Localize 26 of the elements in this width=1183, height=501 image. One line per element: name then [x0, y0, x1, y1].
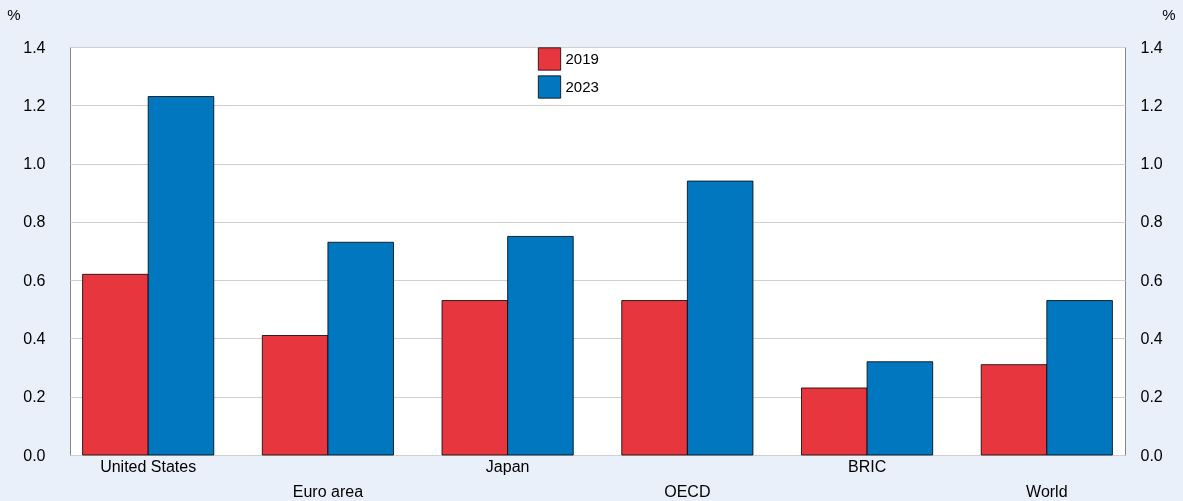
y2-tick-label: 0.2: [1140, 388, 1163, 406]
y2-tick-label: 1.2: [1140, 96, 1163, 114]
x-tick-label: Euro area: [292, 483, 364, 500]
y-tick-label: 0.8: [23, 213, 46, 231]
x-tick-label: Japan: [485, 458, 530, 475]
y2-tick-label: 0.0: [1140, 446, 1163, 464]
x-tick-label: United States: [100, 458, 197, 475]
y-tick-label: 1.2: [23, 96, 46, 114]
legend-label: 2019: [565, 50, 599, 67]
y-tick-label: 0.0: [23, 446, 46, 464]
y-tick-label: 0.2: [23, 388, 46, 406]
y2-axis-title: %: [1162, 5, 1176, 23]
y-tick-label: 0.6: [23, 271, 46, 289]
y-axis-title: %: [7, 5, 21, 23]
x-tick-label: OECD: [664, 483, 711, 500]
y2-tick-label: 0.8: [1140, 213, 1163, 231]
x-tick-label: BRIC: [847, 458, 887, 475]
y-tick-label: 1.0: [23, 155, 46, 173]
y-tick-label: 1.4: [23, 38, 46, 56]
y2-tick-label: 1.0: [1140, 155, 1163, 173]
x-tick-label: World: [1026, 483, 1068, 500]
legend-label: 2023: [565, 78, 599, 95]
y2-tick-label: 0.4: [1140, 329, 1163, 347]
y2-tick-label: 0.6: [1140, 271, 1163, 289]
y-tick-label: 0.4: [23, 329, 46, 347]
y2-tick-label: 1.4: [1140, 38, 1163, 56]
